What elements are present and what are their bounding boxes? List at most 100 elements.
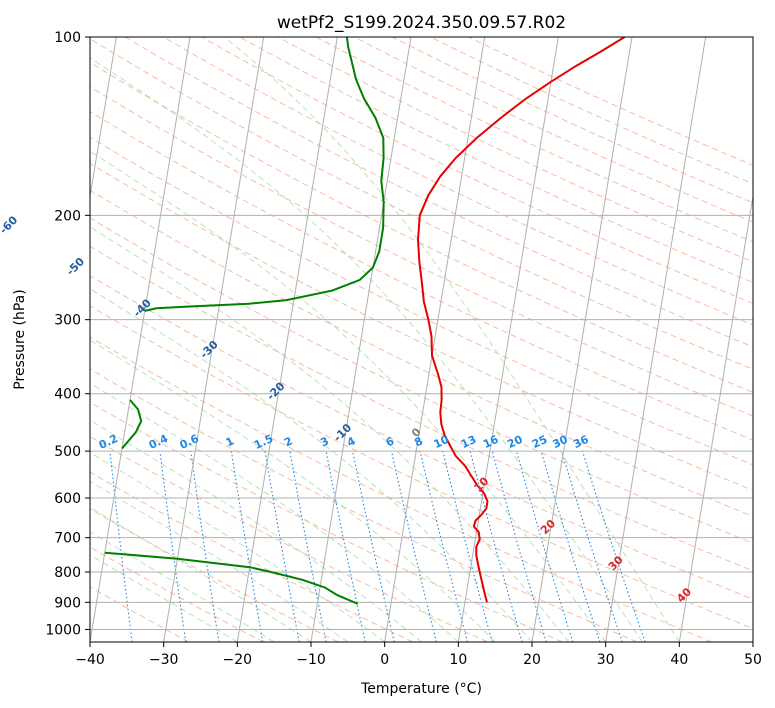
x-tick-label: 30	[597, 652, 615, 668]
moist-adiabat	[90, 506, 312, 642]
mixing-ratio-label: 0.2	[97, 432, 120, 452]
dry-adiabat	[90, 245, 753, 572]
dewpoint-profile	[104, 551, 359, 605]
moist-adiabat	[90, 531, 275, 642]
x-tick-label: −30	[149, 652, 179, 668]
dry-adiabat	[315, 37, 753, 243]
mixing-ratio-line	[390, 450, 437, 642]
moist-adiabat	[90, 57, 643, 642]
mixing-ratio-line	[419, 450, 469, 642]
y-axis-label: Pressure (hPa)	[12, 289, 28, 389]
x-tick-label: 50	[744, 652, 762, 668]
y-tick-label: 400	[54, 387, 81, 403]
dry-adiabat	[90, 435, 488, 642]
isotherm-line	[678, 193, 753, 642]
y-tick-label: 900	[54, 595, 81, 611]
dry-adiabat	[163, 37, 753, 326]
y-tick-label: 100	[54, 30, 81, 46]
y-tick-label: 300	[54, 313, 81, 329]
isotherm-line	[310, 37, 412, 642]
isotherm-line	[163, 37, 265, 642]
y-tick-label: 500	[54, 444, 81, 460]
dry-adiabat	[124, 37, 753, 348]
x-tick-label: 40	[670, 652, 688, 668]
mixing-ratio-line	[442, 450, 493, 642]
mixing-ratio-line	[109, 451, 133, 642]
mixing-ratio-label: 6	[384, 434, 397, 449]
mixing-ratio-label: 1	[224, 434, 236, 449]
dry-adiabat	[90, 546, 264, 642]
y-tick-label: 800	[54, 565, 81, 581]
dry-adiabat	[90, 401, 563, 642]
dry-adiabat	[430, 37, 753, 185]
mixing-ratio-line	[515, 450, 574, 642]
mixing-ratio-label: 10	[432, 433, 452, 451]
isotherm-label: 30	[606, 553, 626, 573]
isotherm-line	[236, 37, 338, 642]
isotherm-label: -50	[64, 255, 87, 278]
mixing-ratio-line	[264, 451, 300, 642]
dry-adiabat	[90, 368, 638, 642]
dry-adiabat	[90, 471, 414, 642]
x-tick-label: 20	[523, 652, 541, 668]
y-tick-label: 600	[54, 491, 81, 507]
mixing-ratio-label: 16	[481, 433, 501, 451]
dewpoint-profile	[144, 37, 385, 312]
isotherm-line	[605, 37, 707, 642]
mixing-ratio-line	[491, 450, 547, 642]
moist-adiabat	[90, 288, 533, 642]
isotherm-line	[90, 37, 191, 642]
x-axis-label: Temperature (°C)	[360, 681, 482, 697]
mixing-ratio-label: 0.4	[147, 432, 170, 452]
dry-adiabat	[90, 162, 753, 491]
mixing-ratio-label: 36	[571, 433, 591, 451]
mixing-ratio-label: 20	[505, 433, 525, 451]
mixing-ratio-line	[289, 451, 327, 642]
y-tick-label: 200	[54, 208, 81, 224]
moist-adiabat	[90, 480, 349, 642]
moist-adiabat	[90, 150, 607, 642]
isotherm-line	[752, 638, 753, 642]
dry-adiabat	[90, 111, 753, 441]
isotherm-label: 0	[409, 425, 424, 440]
mixing-ratio-line	[540, 450, 601, 642]
mixing-ratio-line	[325, 450, 366, 642]
dewpoint-profile	[121, 399, 143, 450]
isotherm-label: 10	[471, 474, 491, 494]
moist-adiabat	[90, 226, 570, 642]
dry-adiabat	[90, 61, 753, 393]
moist-adiabat	[90, 419, 422, 642]
mixing-ratio-line	[561, 450, 623, 642]
mixing-ratio-line	[159, 451, 187, 642]
isotherm-line	[90, 37, 117, 200]
isotherm-line	[384, 37, 486, 642]
moist-adiabat	[223, 37, 680, 642]
plot-frame	[89, 36, 754, 643]
dry-adiabat	[392, 37, 753, 204]
chart-title: wetPf2_S199.2024.350.09.57.R02	[277, 13, 566, 33]
mixing-ratio-line	[581, 450, 646, 642]
isotherm-label: -20	[264, 379, 287, 402]
dry-adiabat	[90, 336, 712, 642]
y-tick-label: 700	[54, 531, 81, 547]
mixing-ratio-line	[230, 451, 264, 642]
mixing-ratio-label: 13	[459, 433, 478, 451]
x-tick-label: 10	[449, 652, 467, 668]
x-tick-label: −10	[296, 652, 326, 668]
mixing-ratio-line	[352, 450, 395, 642]
dry-adiabat	[90, 38, 753, 370]
x-tick-label: −40	[75, 652, 105, 668]
dry-adiabat	[90, 86, 753, 417]
y-tick-label: 1000	[45, 622, 81, 638]
dry-adiabat	[277, 37, 753, 263]
isotherm-label: -30	[198, 338, 221, 361]
isotherm-line	[531, 37, 633, 642]
moist-adiabat	[90, 339, 496, 642]
mixing-ratio-label: 25	[530, 433, 549, 451]
mixing-ratio-line	[469, 450, 523, 642]
dry-adiabat	[90, 136, 753, 466]
x-tick-label: 0	[380, 652, 389, 668]
temperature-profile	[416, 37, 626, 603]
